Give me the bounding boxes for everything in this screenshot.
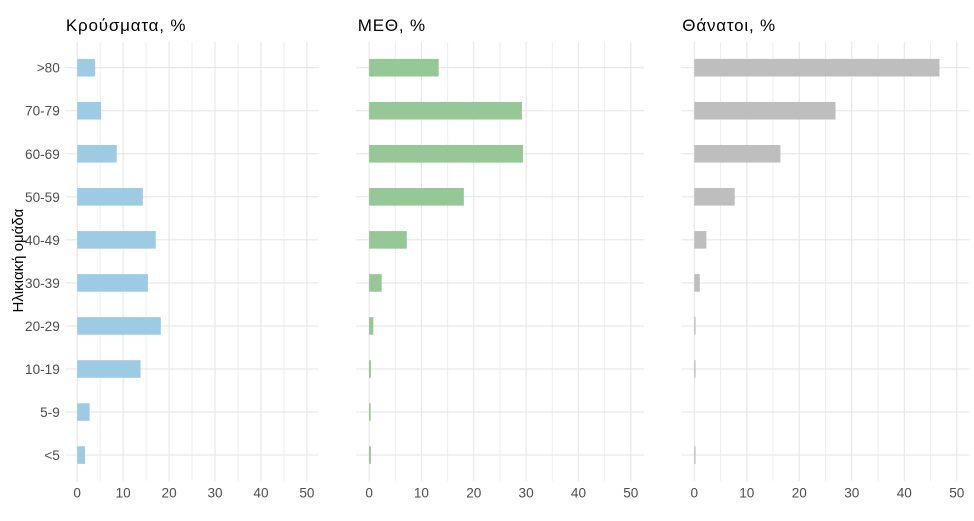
svg-text:10-19: 10-19 [25, 362, 60, 377]
svg-text:40: 40 [571, 486, 587, 501]
svg-text:50: 50 [299, 486, 315, 501]
svg-text:ΜΕΘ, %: ΜΕΘ, % [358, 16, 426, 35]
svg-text:30: 30 [519, 486, 535, 501]
svg-text:20: 20 [466, 486, 482, 501]
svg-text:10: 10 [739, 486, 755, 501]
svg-text:50: 50 [949, 486, 965, 501]
svg-text:30: 30 [207, 486, 223, 501]
svg-text:30: 30 [844, 486, 860, 501]
svg-text:Θάνατοι, %: Θάνατοι, % [682, 16, 776, 35]
svg-text:40-49: 40-49 [25, 233, 60, 248]
svg-text:10: 10 [116, 486, 132, 501]
svg-text:0: 0 [73, 486, 81, 501]
svg-text:>80: >80 [37, 61, 60, 76]
svg-text:50-59: 50-59 [25, 190, 60, 205]
svg-text:70-79: 70-79 [25, 104, 60, 119]
svg-text:20-29: 20-29 [25, 319, 60, 334]
svg-text:20: 20 [792, 486, 808, 501]
svg-text:<5: <5 [44, 448, 60, 463]
svg-text:30-39: 30-39 [25, 276, 60, 291]
svg-text:50: 50 [623, 486, 639, 501]
svg-text:10: 10 [414, 486, 430, 501]
svg-text:20: 20 [162, 486, 178, 501]
svg-text:Κρούσματα, %: Κρούσματα, % [66, 16, 186, 35]
svg-text:0: 0 [691, 486, 699, 501]
svg-text:40: 40 [253, 486, 269, 501]
svg-text:0: 0 [365, 486, 373, 501]
svg-text:60-69: 60-69 [25, 147, 60, 162]
svg-text:5-9: 5-9 [40, 405, 60, 420]
svg-text:40: 40 [897, 486, 913, 501]
svg-text:Ηλικιακή ομάδα: Ηλικιακή ομάδα [10, 208, 27, 312]
